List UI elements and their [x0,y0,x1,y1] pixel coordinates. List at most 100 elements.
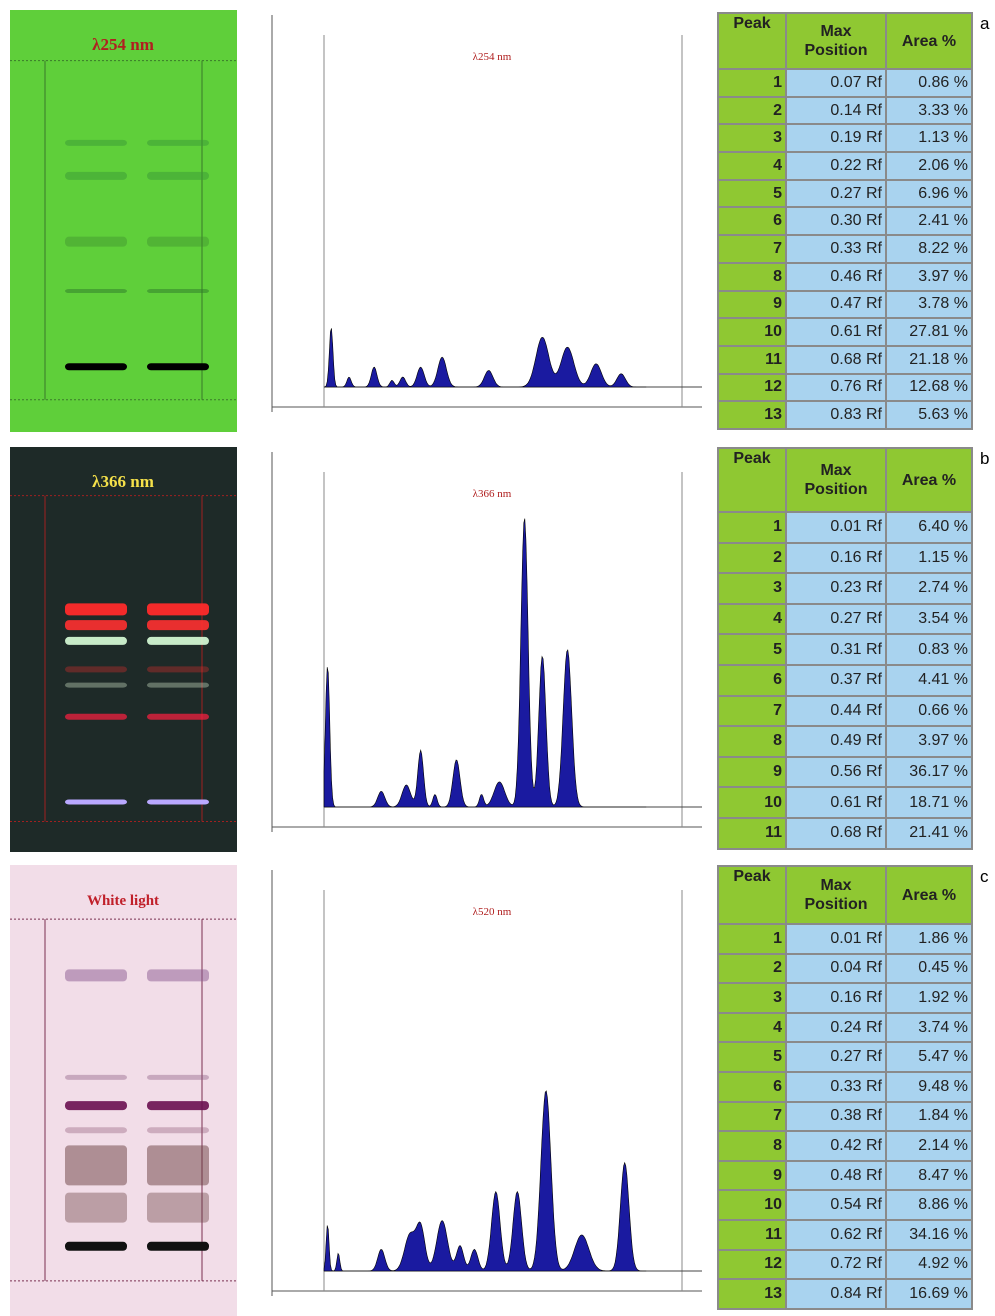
plate-band [147,1193,209,1223]
table-cell: 9.48 % [887,1073,971,1101]
table-cell: 0.04 Rf [787,955,885,983]
table-cell: 4 [719,605,785,634]
header-cell: Peak [719,14,785,68]
plate-drawing: λ366 nm [10,447,237,852]
table-cell: 27.81 % [887,319,971,345]
plate-band [65,637,127,645]
plate-band [147,620,209,630]
table-cell: 0.46 Rf [787,264,885,290]
table-cell: 1.86 % [887,925,971,953]
table-cell: 11 [719,1221,785,1249]
table-cell: 0.16 Rf [787,984,885,1012]
table-cell: 0.48 Rf [787,1162,885,1190]
table-cell: 4.92 % [887,1251,971,1279]
plate-band [147,1075,209,1080]
table-cell: 10 [719,319,785,345]
table-cell: 3.97 % [887,264,971,290]
table-cell: 0.68 Rf [787,347,885,373]
table-cell: 5.47 % [887,1043,971,1071]
panel-label: a [980,14,989,34]
figure: λ254 nmλ254 nmPeakMax PositionArea %10.0… [0,0,995,1316]
table-cell: 0.42 Rf [787,1132,885,1160]
tlc-plate: λ366 nm [10,447,237,852]
plate-band [65,289,127,293]
plate-band [147,363,209,370]
header-cell: Max Position [787,867,885,923]
header-cell: Area % [887,449,971,511]
table-cell: 1.13 % [887,125,971,151]
table-cell: 7 [719,236,785,262]
table-cell: 0.30 Rf [787,208,885,234]
densitogram: λ520 nm [262,865,712,1306]
table-cell: 3.33 % [887,98,971,124]
plate-drawing: λ254 nm [10,10,237,432]
plate-band [147,172,209,180]
table-cell: 13 [719,402,785,428]
tlc-plate: λ254 nm [10,10,237,432]
chart-title: λ520 nm [473,906,512,918]
table-cell: 12.68 % [887,375,971,401]
table-cell: 0.49 Rf [787,727,885,756]
table-cell: 11 [719,347,785,373]
plate-band [65,666,127,672]
table-cell: 3.97 % [887,727,971,756]
table-cell: 0.84 Rf [787,1280,885,1308]
table-cell: 6 [719,666,785,695]
chart-title: λ254 nm [473,51,512,63]
table-cell: 9 [719,1162,785,1190]
table-cell: 5 [719,1043,785,1071]
plate-band [147,603,209,615]
table-cell: 0.33 Rf [787,1073,885,1101]
table-cell: 0.45 % [887,955,971,983]
table-cell: 5 [719,181,785,207]
table-cell: 4 [719,153,785,179]
table-cell: 0.47 Rf [787,292,885,318]
plate-band [147,237,209,247]
table-cell: 0.62 Rf [787,1221,885,1249]
table-cell: 3.78 % [887,292,971,318]
table-cell: 0.23 Rf [787,574,885,603]
plate-band [147,637,209,645]
plate-title: White light [87,893,159,909]
table-cell: 1 [719,925,785,953]
table-cell: 2.74 % [887,574,971,603]
table-cell: 0.27 Rf [787,605,885,634]
table-cell: 6 [719,208,785,234]
table-cell: 5 [719,635,785,664]
table-cell: 0.37 Rf [787,666,885,695]
table-cell: 21.41 % [887,819,971,848]
plate-band [65,1193,127,1223]
plate-band [65,1101,127,1110]
header-cell: Peak [719,867,785,923]
table-cell: 8 [719,727,785,756]
table-cell: 2.06 % [887,153,971,179]
table-cell: 10 [719,1191,785,1219]
plate-band [147,140,209,146]
table-cell: 9 [719,758,785,787]
header-cell: Max Position [787,449,885,511]
table-cell: 12 [719,375,785,401]
table-cell: 4 [719,1014,785,1042]
table-cell: 0.83 % [887,635,971,664]
table-cell: 3.54 % [887,605,971,634]
